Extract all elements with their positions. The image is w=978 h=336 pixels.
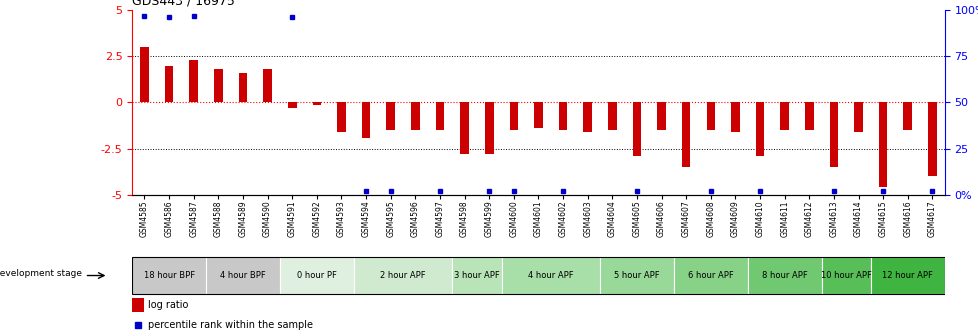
Bar bbox=[903, 102, 911, 130]
Bar bbox=[312, 102, 321, 105]
Text: 5 hour APF: 5 hour APF bbox=[613, 271, 659, 280]
Bar bbox=[558, 102, 567, 130]
Bar bbox=[501, 257, 600, 294]
Bar bbox=[682, 102, 689, 167]
Bar bbox=[828, 102, 837, 167]
Bar bbox=[435, 102, 444, 130]
Bar bbox=[632, 102, 641, 156]
Bar bbox=[870, 257, 944, 294]
Text: 6 hour APF: 6 hour APF bbox=[688, 271, 733, 280]
Text: 8 hour APF: 8 hour APF bbox=[761, 271, 807, 280]
Text: 0 hour PF: 0 hour PF bbox=[296, 271, 336, 280]
Bar bbox=[878, 102, 887, 187]
Bar bbox=[583, 102, 592, 132]
Text: 4 hour APF: 4 hour APF bbox=[527, 271, 573, 280]
Text: 12 hour APF: 12 hour APF bbox=[881, 271, 932, 280]
Bar bbox=[484, 102, 493, 154]
Bar bbox=[132, 298, 144, 312]
Text: 4 hour BPF: 4 hour BPF bbox=[220, 271, 266, 280]
Text: percentile rank within the sample: percentile rank within the sample bbox=[148, 320, 313, 330]
Bar bbox=[779, 102, 788, 130]
Bar bbox=[362, 102, 370, 138]
Bar bbox=[600, 257, 673, 294]
Text: 3 hour APF: 3 hour APF bbox=[454, 271, 499, 280]
Bar bbox=[460, 102, 468, 154]
Bar bbox=[164, 66, 173, 102]
Bar bbox=[214, 69, 222, 102]
Bar bbox=[132, 257, 205, 294]
Text: log ratio: log ratio bbox=[148, 300, 188, 310]
Bar bbox=[280, 257, 353, 294]
Bar bbox=[263, 69, 272, 102]
Bar bbox=[509, 102, 517, 130]
Bar bbox=[452, 257, 501, 294]
Bar bbox=[656, 102, 665, 130]
Bar bbox=[205, 257, 280, 294]
Bar bbox=[239, 73, 247, 102]
Bar bbox=[804, 102, 813, 130]
Bar bbox=[755, 102, 764, 156]
Text: development stage: development stage bbox=[0, 269, 82, 278]
Bar bbox=[336, 102, 345, 132]
Bar bbox=[706, 102, 714, 130]
Bar bbox=[854, 102, 862, 132]
Bar bbox=[821, 257, 870, 294]
Bar bbox=[386, 102, 394, 130]
Bar bbox=[288, 102, 296, 108]
Bar bbox=[731, 102, 739, 132]
Bar bbox=[747, 257, 821, 294]
Bar bbox=[140, 47, 149, 102]
Bar bbox=[607, 102, 616, 130]
Bar bbox=[353, 257, 452, 294]
Bar bbox=[534, 102, 542, 128]
Text: GDS443 / 16975: GDS443 / 16975 bbox=[132, 0, 235, 7]
Bar bbox=[189, 60, 198, 102]
Bar bbox=[673, 257, 747, 294]
Text: 2 hour APF: 2 hour APF bbox=[379, 271, 425, 280]
Bar bbox=[927, 102, 936, 176]
Text: 18 hour BPF: 18 hour BPF bbox=[144, 271, 195, 280]
Text: 10 hour APF: 10 hour APF bbox=[820, 271, 870, 280]
Bar bbox=[411, 102, 420, 130]
